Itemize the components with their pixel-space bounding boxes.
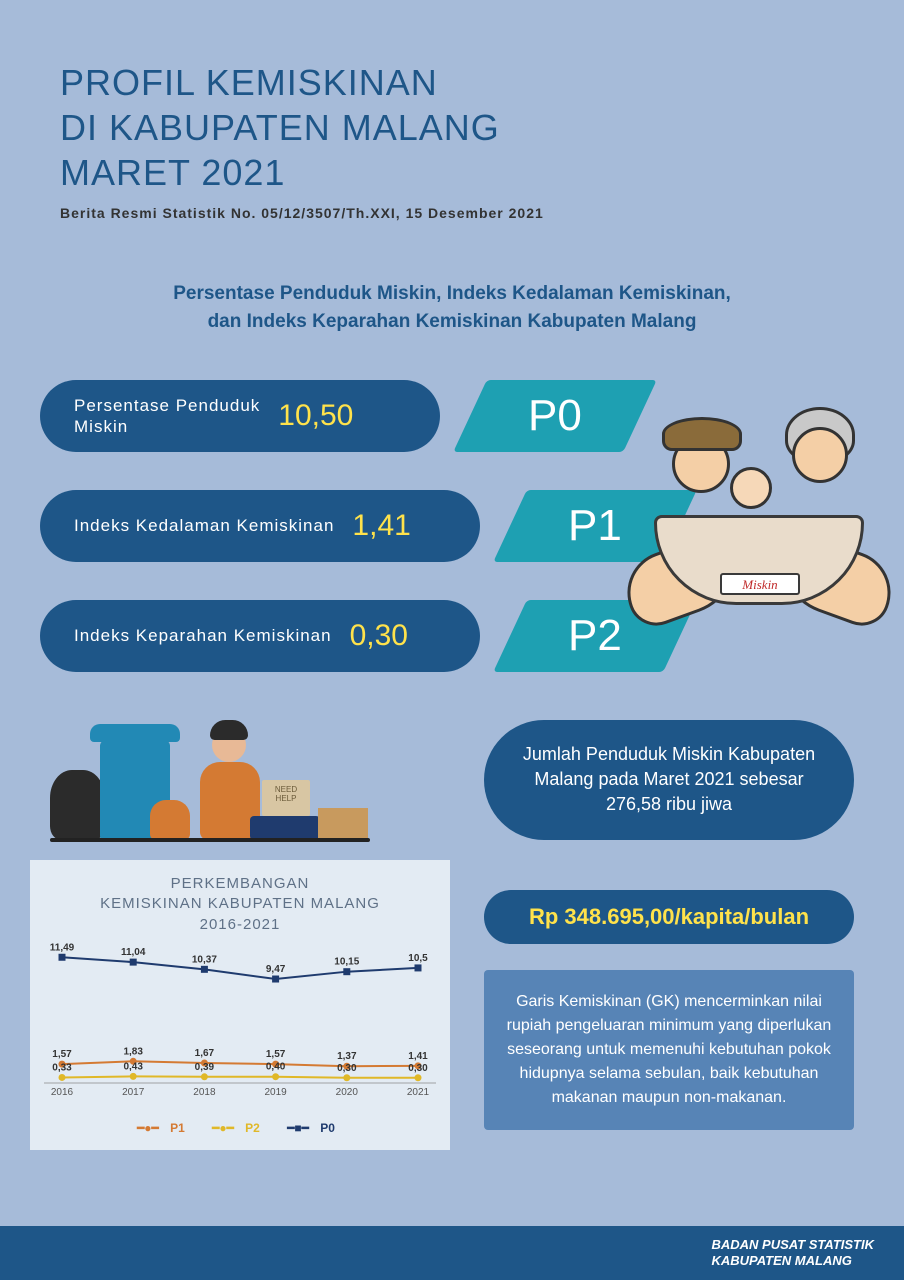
- svg-text:2019: 2019: [264, 1087, 287, 1098]
- section-heading-line-2: dan Indeks Keparahan Kemiskinan Kabupate…: [208, 311, 697, 332]
- metric-pill: Indeks Keparahan Kemiskinan 0,30: [40, 600, 480, 672]
- title-line-3: MARET 2021: [60, 152, 285, 193]
- document-reference: Berita Resmi Statistik No. 05/12/3507/Th…: [60, 205, 544, 221]
- svg-text:0,43: 0,43: [123, 1061, 143, 1072]
- chart-plot: 2016 2017 2018 2019 2020 2021 11,49 11,04 10,37 9…: [44, 935, 436, 1117]
- svg-text:0,30: 0,30: [337, 1063, 357, 1074]
- svg-text:0,40: 0,40: [266, 1061, 286, 1072]
- metric-pill: Indeks Kedalaman Kemiskinan 1,41: [40, 490, 480, 562]
- family-illustration: Miskin: [634, 375, 884, 635]
- svg-text:1,67: 1,67: [195, 1048, 215, 1059]
- person-hair-icon: [210, 720, 248, 740]
- title-block: PROFIL KEMISKINAN DI KABUPATEN MALANG MA…: [60, 60, 544, 221]
- svg-text:1,57: 1,57: [52, 1049, 72, 1060]
- svg-text:10,15: 10,15: [334, 956, 359, 967]
- section-heading: Persentase Penduduk Miskin, Indeks Kedal…: [0, 280, 904, 335]
- svg-text:10,37: 10,37: [192, 954, 217, 965]
- svg-text:2020: 2020: [336, 1087, 359, 1098]
- svg-text:1,83: 1,83: [123, 1046, 143, 1057]
- page-title: PROFIL KEMISKINAN DI KABUPATEN MALANG MA…: [60, 60, 544, 195]
- svg-text:0,33: 0,33: [52, 1062, 72, 1073]
- trash-bin-lid-icon: [90, 724, 180, 742]
- metric-label: Indeks Keparahan Kemiskinan: [74, 625, 332, 646]
- metric-label: Persentase PendudukMiskin: [74, 395, 260, 438]
- baby-icon: [730, 457, 780, 517]
- svg-text:0,30: 0,30: [408, 1063, 428, 1074]
- svg-text:2021: 2021: [407, 1087, 430, 1098]
- bps-logo-icon: [672, 1238, 702, 1268]
- legend-p2: ━●━ P2: [212, 1121, 268, 1135]
- svg-text:2018: 2018: [193, 1087, 216, 1098]
- svg-text:2016: 2016: [51, 1087, 74, 1098]
- bag-icon: [150, 800, 190, 840]
- legend-p1: ━●━ P1: [137, 1121, 193, 1135]
- help-sign: NEED HELP: [262, 780, 310, 816]
- metric-value: 10,50: [278, 399, 353, 433]
- footer: BADAN PUSAT STATISTIK KABUPATEN MALANG: [0, 1226, 904, 1280]
- legend-p0: ━■━ P0: [287, 1121, 343, 1135]
- person-legs-icon: [250, 816, 320, 840]
- ground-line: [50, 838, 370, 842]
- svg-text:2017: 2017: [122, 1087, 145, 1098]
- population-panel: Jumlah Penduduk Miskin Kabupaten Malang …: [484, 720, 854, 840]
- svg-text:1,37: 1,37: [337, 1051, 357, 1062]
- svg-text:0,39: 0,39: [195, 1062, 215, 1073]
- poverty-line-value-panel: Rp 348.695,00/kapita/bulan: [484, 890, 854, 944]
- svg-text:10,5: 10,5: [408, 953, 428, 964]
- footer-text: BADAN PUSAT STATISTIK KABUPATEN MALANG: [712, 1237, 875, 1268]
- metric-value: 0,30: [350, 619, 408, 653]
- svg-text:9,47: 9,47: [266, 964, 286, 975]
- chart-title: PERKEMBANGAN KEMISKINAN KABUPATEN MALANG…: [44, 874, 436, 935]
- section-heading-line-1: Persentase Penduduk Miskin, Indeks Kedal…: [173, 283, 731, 304]
- trend-chart: PERKEMBANGAN KEMISKINAN KABUPATEN MALANG…: [30, 860, 450, 1150]
- metric-pill: Persentase PendudukMiskin 10,50: [40, 380, 440, 452]
- grandma-icon: [780, 397, 860, 507]
- title-line-1: PROFIL KEMISKINAN: [60, 62, 438, 103]
- poverty-line-definition-panel: Garis Kemiskinan (GK) mencerminkan nilai…: [484, 970, 854, 1130]
- metric-value: 1,41: [352, 509, 410, 543]
- metric-tag: P0: [453, 380, 657, 452]
- svg-text:1,41: 1,41: [408, 1051, 428, 1062]
- trash-bag-icon: [50, 770, 105, 840]
- bowl-label: Miskin: [720, 573, 800, 595]
- title-line-2: DI KABUPATEN MALANG: [60, 107, 500, 148]
- svg-text:11,04: 11,04: [121, 947, 146, 958]
- metric-label: Indeks Kedalaman Kemiskinan: [74, 515, 334, 536]
- homeless-illustration: NEED HELP: [50, 690, 370, 840]
- svg-text:1,57: 1,57: [266, 1049, 286, 1060]
- cardboard-box-icon: [318, 808, 368, 840]
- chart-legend: ━●━ P1 ━●━ P2 ━■━ P0: [44, 1121, 436, 1135]
- svg-text:11,49: 11,49: [50, 942, 75, 953]
